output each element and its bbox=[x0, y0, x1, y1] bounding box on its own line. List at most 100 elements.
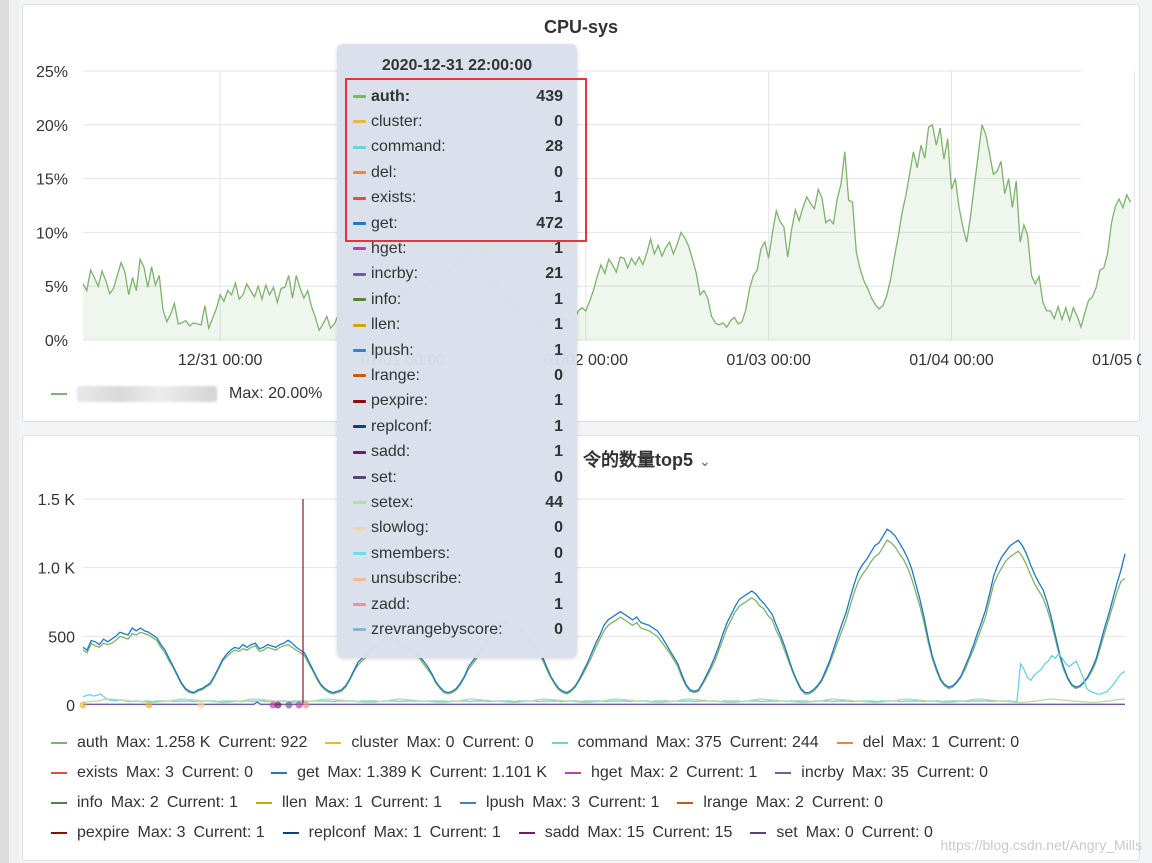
legend-current: Current: 0 bbox=[811, 794, 884, 811]
cpu-sys-legend[interactable]: Max: 20.00% bbox=[51, 385, 322, 403]
legend-max: Max: 35 bbox=[851, 764, 909, 781]
legend-name: pexpire bbox=[77, 824, 130, 841]
series-point bbox=[197, 701, 205, 709]
x-tick-label: 12/31 00:00 bbox=[178, 352, 263, 369]
legend-row: info Max: 2 Current: 1 llen Max: 1 Current: 1… bbox=[51, 788, 1131, 818]
legend-item-exists[interactable]: exists Max: 3 Current: 0 bbox=[51, 764, 253, 782]
tooltip-series-name: info: bbox=[371, 290, 402, 308]
tooltip-row: unsubscribe: 1 bbox=[353, 567, 563, 592]
legend-item-llen[interactable]: llen Max: 1 Current: 1 bbox=[255, 794, 442, 812]
legend-current: Current: 0 bbox=[861, 824, 933, 841]
tooltip-series-value: 1 bbox=[554, 570, 563, 588]
legend-item-command[interactable]: command Max: 375 Current: 244 bbox=[551, 734, 819, 752]
legend-current: Current: 0 bbox=[181, 764, 254, 781]
tooltip-row: setex: 44 bbox=[353, 490, 563, 515]
tooltip-swatch bbox=[353, 476, 366, 479]
tooltip-series-name: exists: bbox=[371, 189, 417, 207]
command-count-chart[interactable]: 0 500 1.0 K 1.5 K bbox=[23, 436, 1141, 726]
y-tick-label: 5% bbox=[45, 279, 68, 296]
legend-swatch bbox=[282, 832, 299, 834]
y-tick-label: 10% bbox=[36, 225, 68, 242]
legend-item-sadd[interactable]: sadd Max: 15 Current: 15 bbox=[518, 824, 732, 842]
legend-name: info bbox=[77, 794, 103, 811]
legend-current: Current: 1.101 K bbox=[429, 764, 547, 781]
tooltip-swatch bbox=[353, 450, 366, 454]
y-tick-label: 25% bbox=[36, 64, 68, 81]
legend-max: Max: 3 bbox=[137, 824, 186, 841]
legend-swatch bbox=[677, 802, 694, 804]
tooltip-series-name: auth: bbox=[371, 87, 411, 105]
cpu-sys-panel[interactable]: CPU-sys 0%5%10%15%20%25%12/31 00:0001/01… bbox=[22, 4, 1141, 422]
legend-name: lrange bbox=[703, 794, 748, 811]
legend-swatch bbox=[750, 832, 767, 834]
legend-item-replconf[interactable]: replconf Max: 1 Current: 1 bbox=[282, 824, 501, 842]
series-area bbox=[83, 124, 1131, 340]
tooltip-series-name: zrevrangebyscore: bbox=[371, 620, 503, 638]
tooltip-series-name: unsubscribe: bbox=[371, 570, 462, 588]
legend-item-del[interactable]: del Max: 1 Current: 0 bbox=[836, 734, 1019, 752]
y-tick-label: 0 bbox=[66, 698, 75, 715]
legend-swatch bbox=[255, 802, 272, 804]
legend-item-get[interactable]: get Max: 1.389 K Current: 1.101 K bbox=[271, 764, 547, 782]
legend-item-hget[interactable]: hget Max: 2 Current: 1 bbox=[565, 764, 757, 782]
panel-title[interactable]: 令的数量top5 ⌄ bbox=[583, 446, 711, 472]
legend-current: Current: 1 bbox=[686, 764, 758, 781]
legend-swatch bbox=[51, 802, 67, 804]
tooltip-series-name: slowlog: bbox=[371, 519, 429, 537]
y-tick-label: 1.5 K bbox=[38, 492, 76, 509]
legend-name: auth bbox=[77, 734, 109, 751]
tooltip-row: lpush: 1 bbox=[353, 338, 563, 363]
legend-item-cluster[interactable]: cluster Max: 0 Current: 0 bbox=[325, 734, 534, 752]
tooltip-series-name: del: bbox=[371, 163, 397, 181]
tooltip-series-value: 472 bbox=[536, 214, 563, 232]
tooltip-row: cluster: 0 bbox=[353, 109, 563, 134]
tooltip-series-value: 1 bbox=[554, 316, 563, 334]
legend-max: Max: 2 bbox=[630, 764, 679, 781]
tooltip-series-value: 439 bbox=[536, 87, 563, 105]
legend-item-incrby[interactable]: incrby Max: 35 Current: 0 bbox=[775, 764, 988, 782]
series-point bbox=[302, 701, 310, 709]
legend-max: Max: 3 bbox=[532, 794, 581, 811]
legend-swatch bbox=[51, 393, 67, 395]
tooltip-swatch bbox=[353, 171, 366, 175]
legend-swatch bbox=[51, 832, 67, 834]
tooltip-series-name: hget: bbox=[371, 239, 407, 257]
series-point bbox=[269, 701, 277, 709]
chevron-down-icon[interactable]: ⌄ bbox=[699, 453, 711, 469]
legend-current: Current: 244 bbox=[729, 734, 819, 751]
legend-max: Max: 0 bbox=[406, 734, 455, 751]
tooltip-swatch bbox=[353, 628, 366, 632]
legend-name: get bbox=[297, 764, 320, 781]
y-tick-label: 1.0 K bbox=[38, 561, 76, 578]
series-line bbox=[82, 123, 1132, 336]
tooltip-swatch bbox=[353, 349, 366, 352]
tooltip-swatch bbox=[353, 501, 366, 505]
legend-item-set[interactable]: set Max: 0 Current: 0 bbox=[750, 824, 933, 842]
panel-title[interactable]: CPU-sys bbox=[543, 17, 619, 37]
legend-max: Max: 0 bbox=[805, 824, 854, 841]
series-line-get bbox=[82, 528, 1126, 694]
legend-item-auth[interactable]: auth Max: 1.258 K Current: 922 bbox=[51, 734, 307, 752]
legend-item-pexpire[interactable]: pexpire Max: 3 Current: 1 bbox=[51, 824, 265, 842]
tooltip-row: pexpire: 1 bbox=[353, 389, 563, 414]
legend-item-info[interactable]: info Max: 2 Current: 1 bbox=[51, 794, 238, 812]
tooltip-series-value: 0 bbox=[554, 468, 563, 486]
command-count-legend: auth Max: 1.258 K Current: 922 cluster Max: … bbox=[51, 728, 1131, 848]
tooltip-series-name: replconf: bbox=[371, 417, 433, 435]
legend-item-lpush[interactable]: lpush Max: 3 Current: 1 bbox=[460, 794, 659, 812]
legend-current: Current: 922 bbox=[218, 734, 308, 751]
tooltip-row: zrevrangebyscore: 0 bbox=[353, 617, 563, 642]
tooltip-series-name: setex: bbox=[371, 493, 414, 511]
tooltip-series-value: 1 bbox=[554, 392, 563, 410]
legend-row: auth Max: 1.258 K Current: 922 cluster Max: … bbox=[51, 728, 1131, 758]
series-line-auth bbox=[82, 539, 1126, 695]
tooltip-series-name: cluster: bbox=[371, 112, 423, 130]
command-count-panel[interactable]: 令的数量top5 ⌄ 0 500 1.0 K 1.5 K auth Max: 1.258 … bbox=[22, 435, 1140, 861]
legend-name: lpush bbox=[486, 794, 525, 811]
legend-name: sadd bbox=[544, 824, 580, 841]
legend-max: Max: 20.00% bbox=[229, 385, 323, 402]
x-tick-label: 01/04 00:00 bbox=[909, 352, 994, 369]
legend-item-lrange[interactable]: lrange Max: 2 Current: 0 bbox=[677, 794, 883, 812]
tooltip-swatch bbox=[353, 222, 366, 225]
tooltip-series-name: pexpire: bbox=[371, 392, 428, 410]
